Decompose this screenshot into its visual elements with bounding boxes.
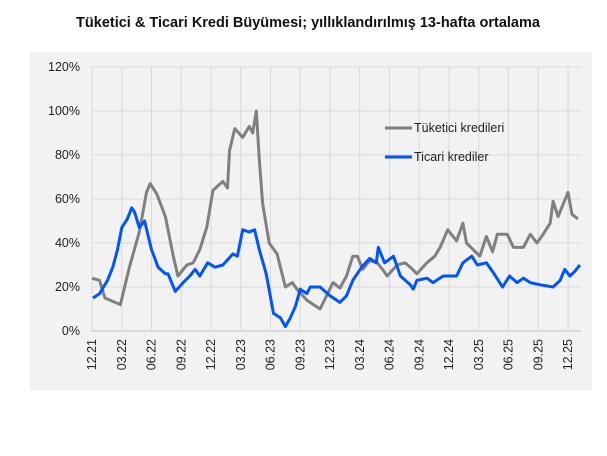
y-tick-label: 20%	[55, 280, 80, 294]
y-axis: 0% 20% 40% 60% 80% 100% 120%	[48, 60, 80, 338]
x-tick-label: 03.23	[234, 339, 248, 370]
chart-title: Tüketici & Ticari Kredi Büyümesi; yıllık…	[76, 15, 541, 31]
x-tick-label: 06.22	[145, 339, 159, 370]
x-tick-label: 12.23	[323, 339, 337, 370]
y-tick-label: 120%	[48, 60, 80, 74]
x-tick-label: 09.24	[412, 339, 426, 370]
x-tick-label: 12.25	[561, 339, 575, 370]
x-tick-label: 06.24	[383, 339, 397, 370]
y-tick-label: 0%	[62, 324, 80, 338]
x-tick-label: 12.22	[204, 339, 218, 370]
x-tick-label: 06.25	[502, 339, 516, 370]
x-axis: 12.21 03.22 06.22 09.22 12.22 03.23 06.23 09.23…	[85, 339, 575, 370]
legend-label-ticari: Ticari krediler	[414, 150, 489, 164]
x-tick-label: 03.24	[353, 339, 367, 370]
gridlines	[91, 66, 581, 332]
series-line-tuketici-kredileri	[91, 109, 579, 311]
y-tick-label: 80%	[55, 148, 80, 162]
legend-label-tuketici: Tüketici kredileri	[414, 121, 504, 135]
chart-panel-background	[30, 52, 592, 390]
x-tick-label: 09.22	[174, 339, 188, 370]
x-tick-label: 06.23	[264, 339, 278, 370]
y-tick-label: 100%	[48, 104, 80, 118]
series-line-ticari-krediler	[92, 206, 582, 329]
x-tick-label: 09.23	[293, 339, 307, 370]
y-tick-label: 60%	[55, 192, 80, 206]
x-tick-label: 12.24	[442, 339, 456, 370]
x-tick-label: 03.22	[115, 339, 129, 370]
x-tick-label: 03.25	[472, 339, 486, 370]
x-tick-label: 09.25	[531, 339, 545, 370]
y-tick-label: 40%	[55, 236, 80, 250]
series-lines	[91, 109, 582, 329]
x-tick-label: 12.21	[85, 339, 99, 370]
legend: Tüketici kredileri Ticari krediler	[385, 121, 504, 164]
